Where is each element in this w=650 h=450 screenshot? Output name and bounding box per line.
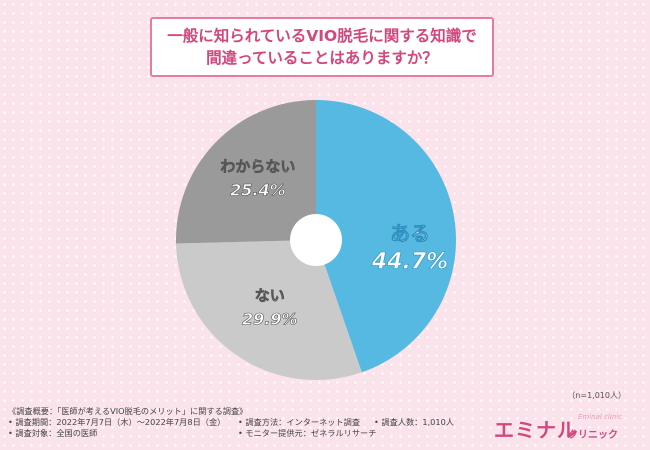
- logo-sub-text: クリニック: [568, 430, 618, 441]
- donut-hole: [290, 214, 342, 266]
- chart-title-box: 一般に知られているVIO脱毛に関する知識で 間違っていることはありますか？: [150, 17, 494, 77]
- slice-label-1: ない: [255, 287, 285, 305]
- logo-main-text: エミナル: [494, 418, 578, 442]
- survey-count: • 調査人数：1,010人: [374, 417, 454, 427]
- survey-target: • 調査対象：全国の医師: [8, 428, 98, 438]
- pie-slice-2: [176, 100, 316, 244]
- slice-value-0: 44.7%: [371, 250, 448, 275]
- sample-size-note: （n=1,010人）: [567, 391, 626, 400]
- slice-label-2: わからない: [220, 157, 295, 175]
- pie-slice-0: [316, 100, 457, 373]
- chart-title-line2: 間違っていることはありますか？: [206, 49, 438, 67]
- slice-value-1: 29.9%: [242, 310, 298, 329]
- survey-method: • 調査方法：インターネット調査: [238, 417, 361, 427]
- survey-period: • 調査期間：2022年7月7日（木）〜2022年7月8日（金）: [8, 417, 226, 427]
- survey-overview-heading: 《調査概要：「医師が考えるVIO脱毛のメリット」に関する調査》: [8, 406, 248, 416]
- slice-label-0: ある: [390, 222, 430, 246]
- logo-en-text: Eminal clinic: [578, 413, 623, 421]
- survey-overview: 《調査概要：「医師が考えるVIO脱毛のメリット」に関する調査》 • 調査期間：2…: [8, 406, 454, 439]
- pie-slice-1: [176, 240, 362, 380]
- survey-provider: • モニター提供元：ゼネラルリサーチ: [238, 428, 377, 438]
- chart-title-line1: 一般に知られているVIO脱毛に関する知識で: [167, 27, 477, 45]
- slice-value-2: 25.4%: [230, 180, 286, 199]
- clinic-logo: エミナル Eminal clinic クリニック: [494, 412, 644, 442]
